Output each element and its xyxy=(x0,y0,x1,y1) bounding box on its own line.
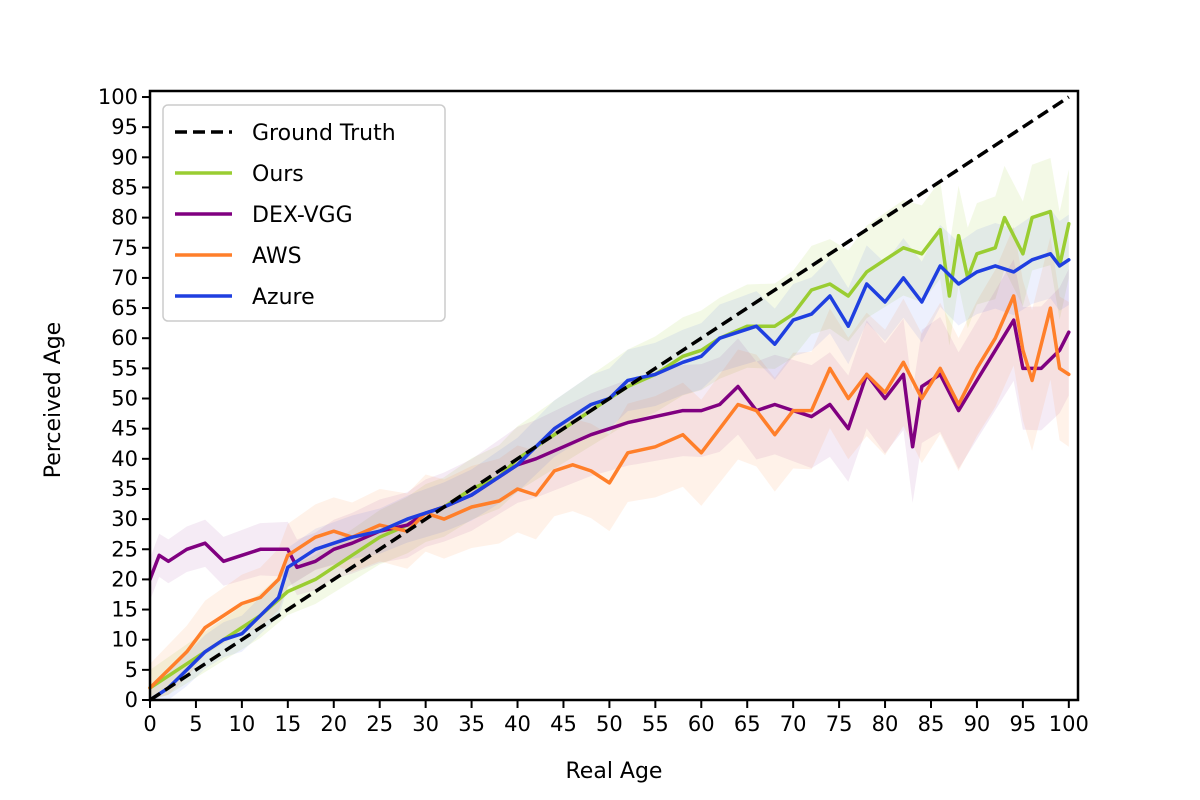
x-tick-label: 70 xyxy=(780,712,807,736)
y-tick-label: 85 xyxy=(111,175,138,199)
y-tick-label: 50 xyxy=(111,387,138,411)
x-tick-label: 45 xyxy=(550,712,577,736)
series-line-aws xyxy=(148,294,1071,690)
x-tick-label: 50 xyxy=(596,712,623,736)
legend-box xyxy=(162,104,446,322)
x-tick-label: 85 xyxy=(918,712,945,736)
x-tick-label: 80 xyxy=(872,712,899,736)
y-tick-label: 15 xyxy=(111,598,138,622)
legend-label: DEX-VGG xyxy=(252,203,353,228)
x-tick-label: 40 xyxy=(504,712,531,736)
x-tick-label: 95 xyxy=(1010,712,1037,736)
y-tick-label: 40 xyxy=(111,447,138,471)
legend: Ground Truth Ours DEX-VGG AWS Azure xyxy=(162,104,446,322)
y-tick-label: 90 xyxy=(111,145,138,169)
y-tick-label: 100 xyxy=(98,85,138,109)
y-tick-label: 80 xyxy=(111,206,138,230)
x-tick-label: 75 xyxy=(826,712,853,736)
plot-frame xyxy=(148,89,1080,702)
x-tick-label: 10 xyxy=(229,712,256,736)
legend-label: Azure xyxy=(252,285,315,310)
series-line-ground-truth xyxy=(149,95,1070,702)
x-tick-label: 90 xyxy=(964,712,991,736)
y-tick-label: 60 xyxy=(111,326,138,350)
x-tick-label: 15 xyxy=(274,712,301,736)
band-aws xyxy=(150,226,1069,700)
axes: 0 5 10 15 20 25 30 35 40 45 50 55 60 65 70 75 80 85 90 95 10… xyxy=(98,85,1089,736)
x-tick-label: 30 xyxy=(412,712,439,736)
legend-label: Ours xyxy=(252,162,304,187)
legend-label: Ground Truth xyxy=(252,121,396,146)
x-tick-label: 5 xyxy=(189,712,202,736)
y-tick-label: 30 xyxy=(111,507,138,531)
y-tick-label: 20 xyxy=(111,567,138,591)
y-tick-label: 65 xyxy=(111,296,138,320)
band-azure xyxy=(150,209,1069,700)
x-tick-label: 55 xyxy=(642,712,669,736)
x-tick-label: 60 xyxy=(688,712,715,736)
x-tick-label: 25 xyxy=(366,712,393,736)
y-tick-label: 55 xyxy=(111,356,138,380)
x-axis-title: Real Age xyxy=(566,759,663,784)
series-line-azure xyxy=(148,252,1071,702)
y-tick-label: 70 xyxy=(111,266,138,290)
x-tick-label: 65 xyxy=(734,712,761,736)
x-tick-label: 100 xyxy=(1049,712,1089,736)
series-lines xyxy=(148,95,1071,702)
y-tick-label: 5 xyxy=(125,658,138,682)
y-tick-label: 95 xyxy=(111,115,138,139)
y-axis-title: Perceived Age xyxy=(41,322,66,478)
y-tick-label: 25 xyxy=(111,537,138,561)
y-tick-label: 0 xyxy=(125,688,138,712)
y-tick-label: 75 xyxy=(111,236,138,260)
x-tick-label: 20 xyxy=(320,712,347,736)
legend-label: AWS xyxy=(252,244,302,269)
y-tick-label: 45 xyxy=(111,417,138,441)
y-tick-label: 35 xyxy=(111,477,138,501)
x-tick-label: 35 xyxy=(458,712,485,736)
y-tick-label: 10 xyxy=(111,628,138,652)
x-tick-label: 0 xyxy=(143,712,156,736)
